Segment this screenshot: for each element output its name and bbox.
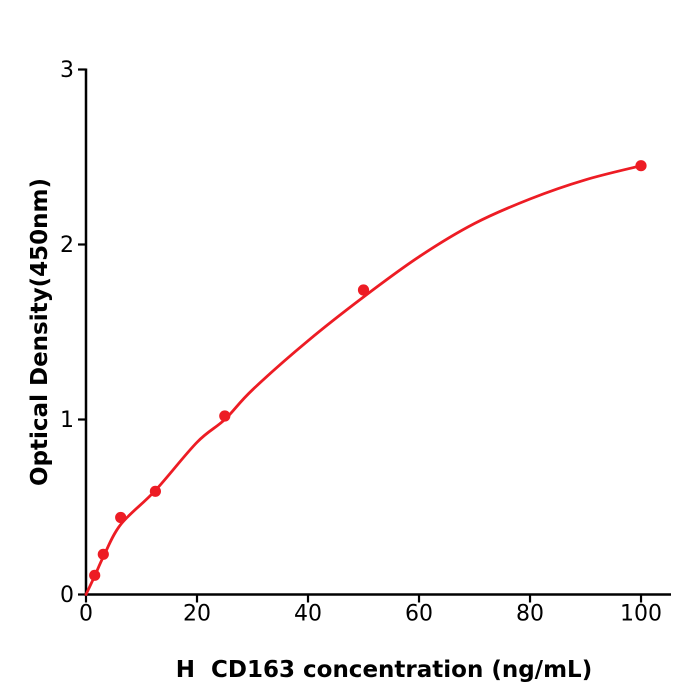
y-tick-label: 0 (60, 583, 74, 608)
y-tick-label: 3 (60, 58, 74, 83)
data-point (149, 485, 161, 497)
y-tick-label: 2 (60, 233, 74, 258)
y-axis-label: Optical Density(450nm) (27, 178, 53, 486)
data-point (357, 284, 370, 296)
x-tick-label: 60 (405, 602, 433, 627)
x-tick-label: 0 (79, 602, 93, 627)
data-points (89, 160, 647, 581)
x-tick-label: 40 (294, 602, 322, 627)
y-tick-label: 1 (60, 408, 74, 433)
x-tick-label: 80 (516, 602, 544, 627)
y-ticks: 0 1 2 3 (60, 58, 86, 608)
data-point (97, 548, 109, 560)
x-tick-label: 100 (620, 602, 662, 627)
x-ticks: 0 20 40 60 80 100 (79, 594, 662, 627)
standard-curve-line (84, 164, 643, 596)
axes (84, 68, 671, 596)
data-point (219, 410, 231, 422)
x-axis-label: H CD163 concentration (ng/mL) (176, 657, 592, 683)
data-point (89, 569, 101, 581)
data-point (115, 511, 127, 524)
data-point (635, 160, 647, 172)
x-tick-label: 20 (183, 602, 211, 627)
